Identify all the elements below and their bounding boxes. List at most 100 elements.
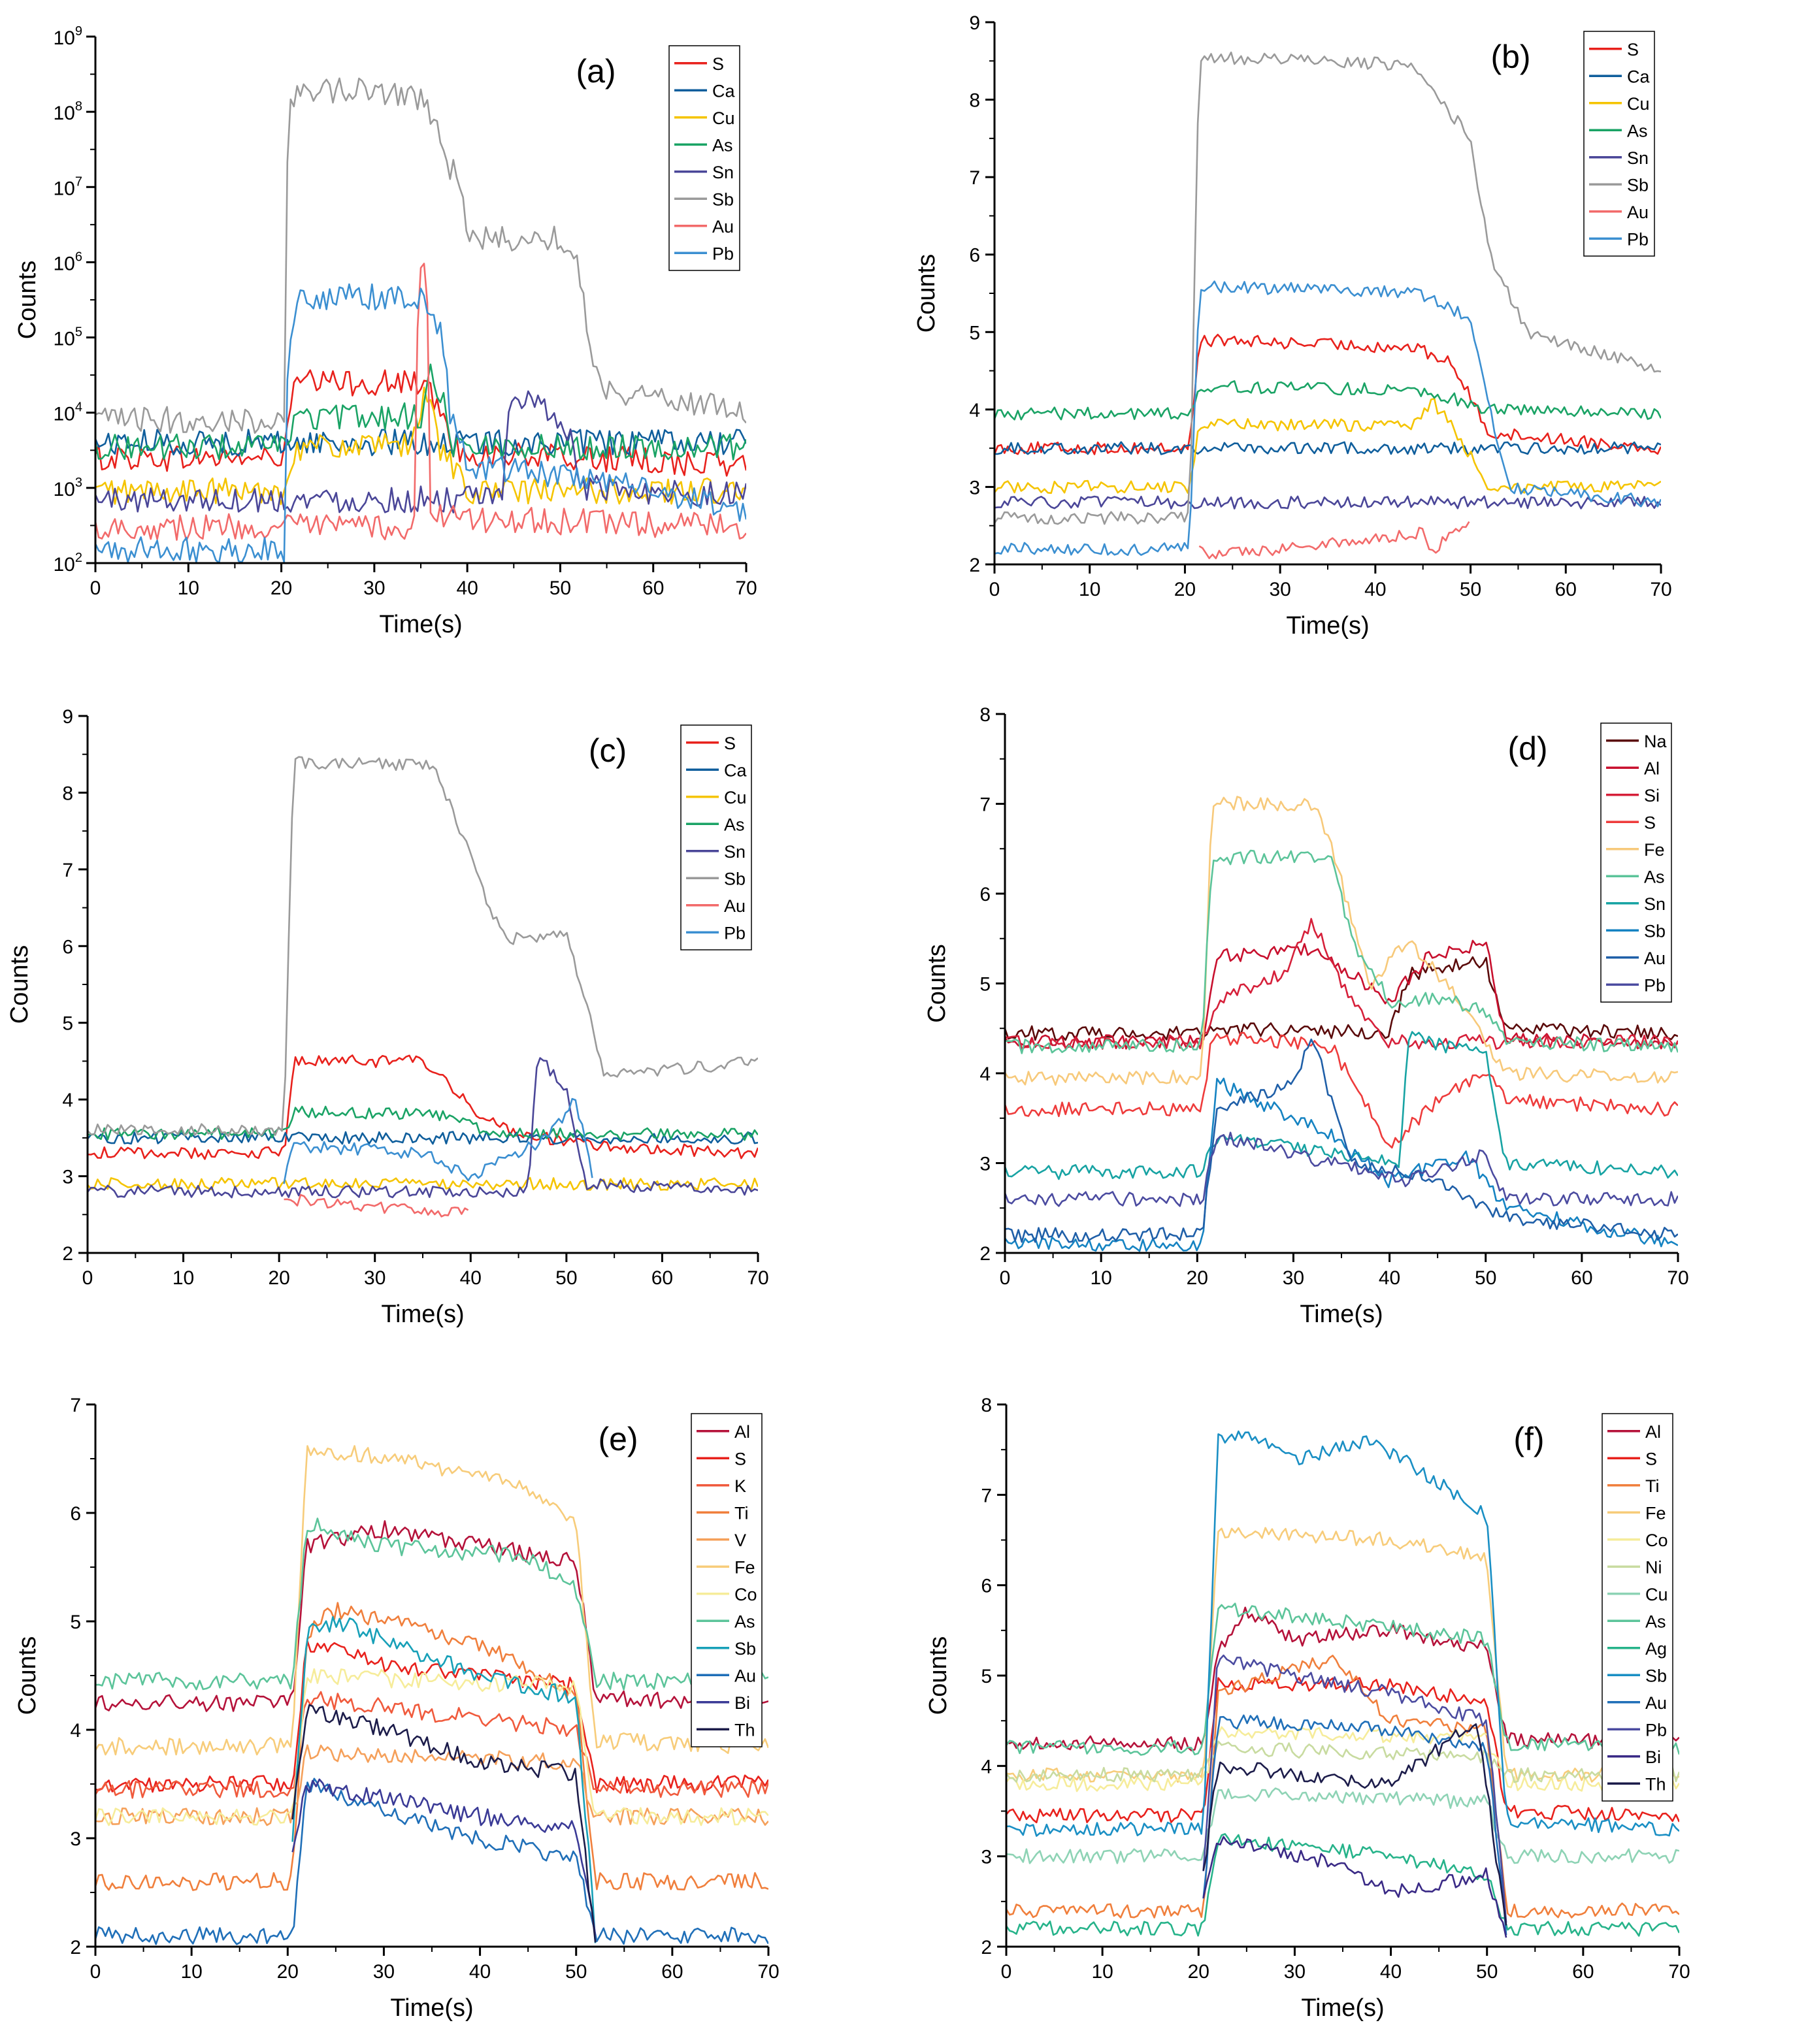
legend: Al S Ti Fe Co Ni Cu As Ag Sb Au Pb Bi Th xyxy=(1602,1413,1673,1802)
y-tick-label: 2 xyxy=(969,555,980,576)
y-tick-label: 5 xyxy=(969,322,980,344)
series-line-s xyxy=(95,369,746,477)
series-line-pb xyxy=(283,1097,593,1184)
y-tick-label: 105 xyxy=(54,325,83,350)
series-line-ag xyxy=(1006,1833,1679,1937)
legend: Al SK Ti V Fe Co As Sb Au Bi Th xyxy=(691,1413,763,1747)
y-tick-label: 3 xyxy=(969,477,980,498)
x-tick-label: 10 xyxy=(1090,1267,1111,1289)
x-tick-label: 40 xyxy=(1364,579,1386,600)
y-tick-label: 106 xyxy=(54,250,83,274)
series-line-sb xyxy=(1006,1430,1679,1837)
x-tick-label: 70 xyxy=(757,1961,779,1983)
series-line-au xyxy=(1005,1038,1678,1243)
legend-box xyxy=(668,45,740,271)
legend-label: Au xyxy=(1645,1693,1667,1713)
x-tick-label: 50 xyxy=(555,1267,577,1289)
series-line-as xyxy=(95,1517,768,1691)
series-line-s xyxy=(95,1640,768,1794)
panel-label: (c) xyxy=(589,732,627,769)
legend-label: Ca xyxy=(1627,67,1650,86)
series-line-cu xyxy=(88,1176,758,1191)
x-tick-label: 50 xyxy=(1475,1267,1496,1289)
x-axis-title: Time(s) xyxy=(379,611,462,638)
legend-label: Bi xyxy=(1645,1747,1661,1767)
legend-label: Sb xyxy=(712,189,734,209)
chart-panel-2: 0 10 20 30 40 50 60 70 2 3 4 5 6 7 8 9 Time(s) Counts (b) S… xyxy=(913,12,1672,640)
series-line-co xyxy=(1006,1726,1679,1793)
legend-label: Al xyxy=(1645,1422,1661,1442)
x-tick-label: 20 xyxy=(268,1267,289,1289)
y-tick-label: 3 xyxy=(979,1154,991,1175)
chart-panel-3: 0 10 20 30 40 50 60 70 2 3 4 5 6 7 8 9 Time(s) Counts (c) S… xyxy=(6,706,769,1328)
y-tick-label: 4 xyxy=(981,1756,992,1777)
series-line-ca xyxy=(994,441,1661,455)
series-line-as xyxy=(1005,849,1678,1054)
legend-label: S xyxy=(1644,813,1656,832)
y-tick-label: 6 xyxy=(979,884,991,905)
y-tick-label: 8 xyxy=(981,1395,992,1416)
legend-label: As xyxy=(1645,1612,1666,1631)
legend-label: Sn xyxy=(724,842,746,862)
series-line-sb xyxy=(291,1616,597,1943)
series-line-sb xyxy=(1005,1077,1678,1252)
chart-panel-6: 0 10 20 30 40 50 60 70 2 3 4 5 6 7 8 Time(s) Counts (f) Al… xyxy=(925,1395,1690,2022)
series-line-s xyxy=(88,1054,758,1160)
series-line-pb xyxy=(1005,1131,1678,1207)
legend-label: Th xyxy=(1645,1774,1666,1794)
legend-label: As xyxy=(734,1612,755,1631)
y-tick-label: 8 xyxy=(969,90,980,112)
legend-label: As xyxy=(1627,121,1648,140)
legend-label: Fe xyxy=(734,1557,755,1577)
y-tick-label: 107 xyxy=(54,174,83,199)
y-tick-label: 2 xyxy=(70,1937,81,1958)
y-axis-title: Counts xyxy=(14,261,41,339)
x-tick-label: 60 xyxy=(1555,579,1577,600)
series-group xyxy=(994,51,1661,560)
series-line-co xyxy=(95,1668,768,1826)
y-tick-label: 7 xyxy=(70,1395,81,1416)
x-tick-label: 0 xyxy=(82,1267,93,1289)
y-tick-label: 7 xyxy=(969,167,980,189)
series-group xyxy=(95,1445,768,1945)
legend-label: Bi xyxy=(734,1693,750,1713)
legend: Na Al Si S Fe As Sn Sb Au Pb xyxy=(1600,722,1672,1003)
series-line-al xyxy=(1006,1606,1679,1751)
x-tick-label: 60 xyxy=(661,1961,683,1983)
series-group xyxy=(88,756,758,1218)
x-tick-label: 0 xyxy=(90,1961,101,1983)
series-group xyxy=(95,77,746,563)
series-line-pb xyxy=(994,280,1661,556)
series-line-au xyxy=(95,1777,768,1945)
x-tick-label: 10 xyxy=(1091,1961,1113,1983)
x-tick-label: 0 xyxy=(1000,1267,1011,1289)
series-line-pb xyxy=(95,283,746,563)
panel-label: (f) xyxy=(1513,1421,1544,1457)
series-line-pb xyxy=(1202,1654,1507,1923)
x-tick-label: 40 xyxy=(469,1961,491,1983)
series-line-k xyxy=(95,1691,768,1799)
x-tick-label: 10 xyxy=(180,1961,202,1983)
y-tick-label: 4 xyxy=(70,1720,81,1742)
x-tick-label: 20 xyxy=(1187,1267,1208,1289)
x-axis-title: Time(s) xyxy=(1301,1994,1384,2022)
x-tick-label: 0 xyxy=(989,579,1000,600)
y-tick-label: 4 xyxy=(979,1063,991,1085)
legend-label: Ca xyxy=(712,81,735,101)
y-axis-title: Counts xyxy=(925,1636,952,1715)
y-tick-label: 6 xyxy=(969,245,980,267)
legend-label: Si xyxy=(1644,786,1660,805)
x-tick-label: 60 xyxy=(1572,1961,1594,1983)
x-tick-label: 30 xyxy=(1283,1267,1304,1289)
y-axis-title: Counts xyxy=(923,944,951,1022)
legend-label: Ti xyxy=(1645,1476,1660,1496)
x-axis-title: Time(s) xyxy=(381,1301,464,1328)
legend-label: Sb xyxy=(734,1639,756,1659)
legend-label: S xyxy=(1627,40,1639,59)
chart-panel-5: 0 10 20 30 40 50 60 70 2 3 4 5 6 7 Time(s) Counts (e) Al S… xyxy=(14,1395,780,2022)
series-line-na xyxy=(1005,956,1678,1041)
series-line-au xyxy=(1198,521,1470,560)
series-line-sb xyxy=(994,51,1661,525)
y-tick-label: 5 xyxy=(981,1666,992,1687)
legend-label: Ti xyxy=(734,1503,749,1523)
